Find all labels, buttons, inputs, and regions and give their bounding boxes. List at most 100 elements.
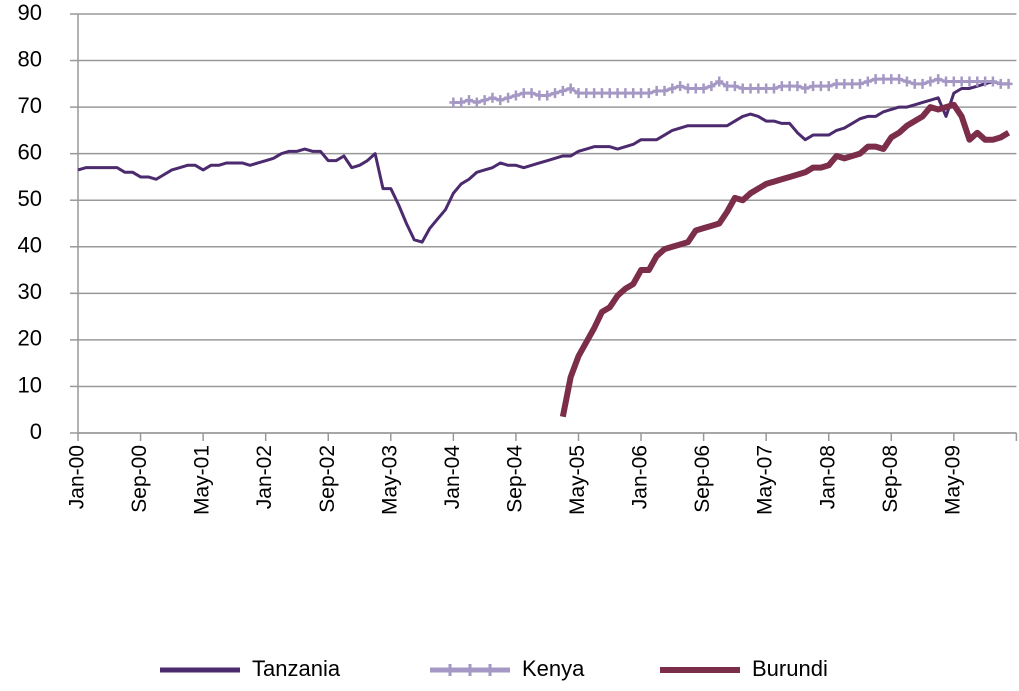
series-marker xyxy=(527,88,536,99)
series-marker xyxy=(942,76,951,87)
x-tick-label: May-01 xyxy=(191,445,214,515)
x-tick-label: Jan-02 xyxy=(253,445,276,509)
series-marker xyxy=(668,83,677,94)
series-marker xyxy=(730,81,739,92)
series-marker xyxy=(644,88,653,99)
series-marker xyxy=(746,83,755,94)
series-marker xyxy=(949,76,958,87)
series-marker xyxy=(793,81,802,92)
y-tick-label: 60 xyxy=(18,139,42,164)
y-tick-label: 70 xyxy=(18,93,42,118)
series-marker xyxy=(543,90,552,101)
series-line xyxy=(77,80,1009,244)
series-marker xyxy=(660,85,669,96)
series-marker xyxy=(895,74,904,85)
series-marker xyxy=(785,81,794,92)
x-tick-label: Sep-04 xyxy=(503,445,526,513)
series-marker xyxy=(840,78,849,89)
x-tick-label: May-07 xyxy=(754,445,777,515)
series-marker xyxy=(558,85,567,96)
legend-label: Kenya xyxy=(522,656,585,681)
series-marker xyxy=(856,78,864,89)
y-tick-label: 80 xyxy=(18,46,42,71)
series-marker xyxy=(449,97,458,108)
series-marker xyxy=(637,88,646,99)
series-marker xyxy=(652,85,661,96)
y-tick-label: 20 xyxy=(18,326,42,351)
series-marker xyxy=(707,81,716,92)
series-marker xyxy=(762,83,771,94)
series-marker xyxy=(902,76,911,87)
series-marker xyxy=(683,83,692,94)
series-marker xyxy=(887,74,896,85)
series-marker xyxy=(472,97,481,108)
series-marker xyxy=(918,78,927,89)
series-marker xyxy=(848,78,857,89)
series-marker xyxy=(613,88,622,99)
series-marker xyxy=(691,83,700,94)
legend-marker xyxy=(445,664,455,676)
y-tick-label: 90 xyxy=(18,0,42,25)
x-tick-label: May-05 xyxy=(566,445,589,515)
x-tick-label: Jan-06 xyxy=(629,445,652,509)
series-marker xyxy=(699,83,708,94)
series-marker xyxy=(863,76,872,87)
legend-marker xyxy=(465,664,475,676)
series-marker xyxy=(996,78,1005,89)
series-marker xyxy=(574,88,583,99)
series-marker xyxy=(582,88,591,99)
y-tick-label: 30 xyxy=(18,279,42,304)
x-tick-label: Sep-02 xyxy=(316,445,339,513)
series-marker xyxy=(1004,78,1013,89)
series-marker xyxy=(511,90,520,101)
x-tick-label: Sep-00 xyxy=(128,445,151,513)
series-marker xyxy=(965,76,974,87)
series-marker xyxy=(723,81,732,92)
series-marker xyxy=(605,88,614,99)
series-marker xyxy=(738,83,747,94)
series-marker xyxy=(824,81,833,92)
series-marker xyxy=(910,78,919,89)
series-marker xyxy=(597,88,606,99)
series-marker xyxy=(519,88,528,99)
y-tick-label: 50 xyxy=(18,186,42,211)
series-line xyxy=(559,101,1011,418)
series-marker xyxy=(777,81,786,92)
series-marker xyxy=(809,81,818,92)
x-tick-label: Jan-08 xyxy=(816,445,839,509)
series-marker xyxy=(957,76,966,87)
x-tick-label: Sep-06 xyxy=(691,445,714,513)
series-marker xyxy=(988,76,997,87)
y-tick-label: 0 xyxy=(30,419,42,444)
legend-label: Burundi xyxy=(752,656,828,681)
series-marker xyxy=(535,90,544,101)
series-marker xyxy=(488,92,497,103)
x-tick-label: Sep-08 xyxy=(879,445,902,513)
series-marker xyxy=(621,88,630,99)
series-marker xyxy=(879,74,888,85)
series-marker xyxy=(871,74,880,85)
series-marker xyxy=(480,95,489,106)
series-marker xyxy=(801,83,810,94)
series-marker xyxy=(629,88,638,99)
series-marker xyxy=(926,76,935,87)
series-marker xyxy=(551,88,560,99)
series-marker xyxy=(981,76,990,87)
series-marker xyxy=(769,83,778,94)
x-tick-label: Jan-00 xyxy=(66,445,89,509)
series-marker xyxy=(590,88,599,99)
x-tick-label: May-03 xyxy=(378,445,401,515)
series-marker xyxy=(496,95,505,106)
series-marker xyxy=(457,97,466,108)
series-marker xyxy=(934,74,943,85)
legend-label: Tanzania xyxy=(252,656,341,681)
x-tick-label: Jan-04 xyxy=(441,445,464,510)
series-marker xyxy=(504,92,513,103)
series-marker xyxy=(676,81,685,92)
series-marker xyxy=(832,78,841,89)
x-tick-label: May-09 xyxy=(941,445,964,515)
y-tick-label: 40 xyxy=(18,233,42,258)
series-marker xyxy=(973,76,982,87)
series-marker xyxy=(465,95,473,106)
